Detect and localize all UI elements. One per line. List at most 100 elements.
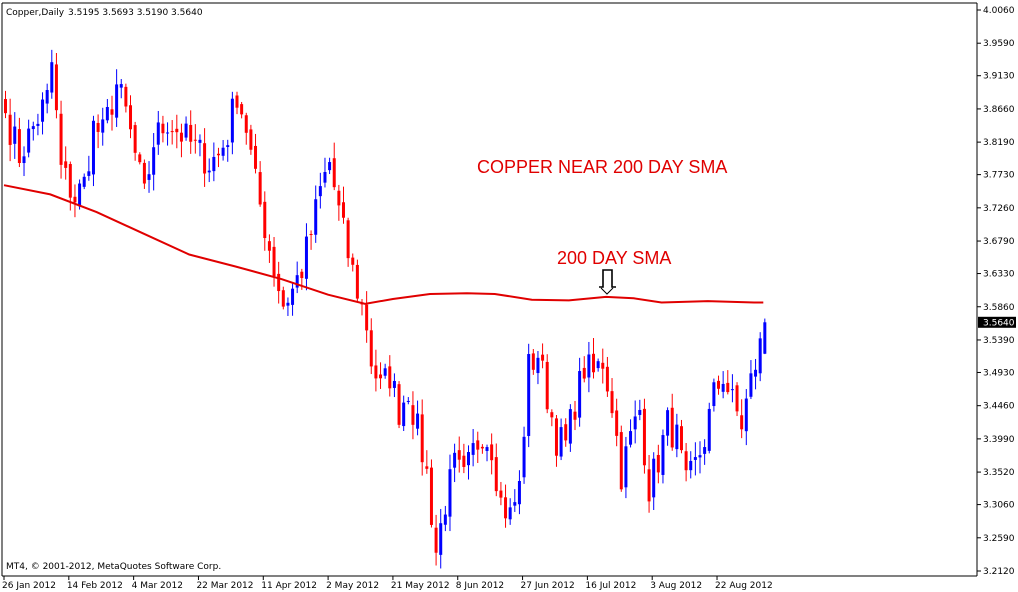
price-tick-label: 3.3060 <box>983 501 1015 511</box>
candle-body <box>22 156 26 164</box>
last-price-marker: 3.5640 <box>978 316 1016 328</box>
annotation-copper-near-sma: COPPER NEAR 200 DAY SMA <box>477 157 727 177</box>
candle-body <box>513 502 517 506</box>
candle-body <box>8 114 12 145</box>
candle-body <box>328 162 332 171</box>
candle-body <box>490 444 494 461</box>
candle-body <box>527 354 531 436</box>
candle-body <box>277 273 281 292</box>
candle-body <box>346 220 350 259</box>
candle-body <box>249 129 253 150</box>
candle-body <box>605 366 609 392</box>
candle-body <box>221 147 225 156</box>
candle-body <box>184 123 188 138</box>
candle-body <box>351 257 355 265</box>
candle-body <box>439 523 443 555</box>
candle-body <box>166 132 170 134</box>
price-axis-labels: 4.0060 3.9590 3.9130 3.8660 3.8190 3.7730 3.72… <box>977 6 1015 577</box>
candle-body <box>216 153 220 156</box>
candle-body <box>337 190 341 206</box>
candle-body <box>230 98 234 143</box>
time-tick-label: 16 Jul 2012 <box>585 581 636 591</box>
candle-body <box>91 120 95 175</box>
candle-body <box>619 432 623 490</box>
time-tick-label: 2 May 2012 <box>326 581 379 591</box>
candle-body <box>568 409 572 444</box>
candle-body <box>601 362 605 369</box>
candle-body <box>133 125 137 153</box>
candle-body <box>550 412 554 418</box>
candle-body <box>721 383 725 392</box>
candle-body <box>101 119 105 133</box>
candle-body <box>36 123 40 126</box>
candle-body <box>203 143 207 174</box>
candle-body <box>189 124 193 142</box>
candle-body <box>476 440 480 450</box>
candle-body <box>374 365 378 379</box>
candle-body <box>763 322 767 354</box>
candle-body <box>341 202 345 218</box>
candle-body <box>661 435 665 475</box>
candle-body <box>198 139 202 143</box>
candle-body <box>425 466 429 469</box>
candle-body <box>59 113 63 165</box>
candle-body <box>152 147 156 175</box>
candle-body <box>587 354 591 378</box>
candle-body <box>45 90 49 104</box>
candle-body <box>522 436 526 478</box>
candle-body <box>758 338 762 374</box>
time-tick-label: 14 Feb 2012 <box>67 581 123 591</box>
time-tick-label: 3 Aug 2012 <box>650 581 702 591</box>
candle-body <box>397 384 401 425</box>
candle-body <box>110 109 114 115</box>
candle-body <box>87 171 91 176</box>
candle-body <box>517 481 521 505</box>
candle-body <box>638 409 642 415</box>
candle-body <box>531 353 535 370</box>
candle-body <box>27 128 31 153</box>
annotation-sma-label: 200 DAY SMA <box>557 248 671 268</box>
candle-body <box>142 162 146 184</box>
candle-body <box>754 369 758 377</box>
candle-body <box>286 302 290 306</box>
time-tick-label: 26 Jan 2012 <box>2 581 56 591</box>
candle-body <box>267 241 271 251</box>
candle-body <box>369 330 373 367</box>
price-tick-label: 3.5390 <box>983 336 1015 346</box>
candle-body <box>564 424 568 441</box>
candle-body <box>258 172 262 205</box>
candle-body <box>726 382 730 393</box>
candle-body <box>416 413 420 429</box>
candle-body <box>406 400 410 402</box>
candle-body <box>300 271 304 279</box>
price-tick-label: 3.2590 <box>983 534 1015 544</box>
candle-body <box>480 446 484 449</box>
candle-body <box>582 367 586 379</box>
candle-body <box>675 424 679 450</box>
candle-body <box>457 450 461 460</box>
candle-body <box>82 176 86 187</box>
candle-body <box>96 122 100 132</box>
candle-body <box>411 405 415 425</box>
last-price-box <box>978 316 1016 328</box>
candle-body <box>471 443 475 455</box>
price-tick-label: 3.6330 <box>983 270 1015 280</box>
copyright-footer: MT4, © 2001-2012, MetaQuotes Software Co… <box>6 562 221 572</box>
candle-body <box>147 174 151 180</box>
ohlc-header: 3.5195 3.5693 3.5190 3.5640 <box>68 8 203 18</box>
candle-body <box>115 84 119 118</box>
candle-body <box>624 446 628 488</box>
candle-body <box>629 431 633 445</box>
candle-body <box>193 139 197 141</box>
candle-body <box>615 410 619 436</box>
candle-body <box>499 490 503 498</box>
candle-body <box>596 361 600 369</box>
candle-body <box>592 353 596 373</box>
candle-body <box>698 455 702 458</box>
candle-body <box>13 126 17 144</box>
candle-body <box>78 183 82 207</box>
price-tick-label: 3.4460 <box>983 402 1015 412</box>
candle-body <box>448 469 452 517</box>
sma-line <box>3 184 764 305</box>
candle-body <box>485 447 489 451</box>
